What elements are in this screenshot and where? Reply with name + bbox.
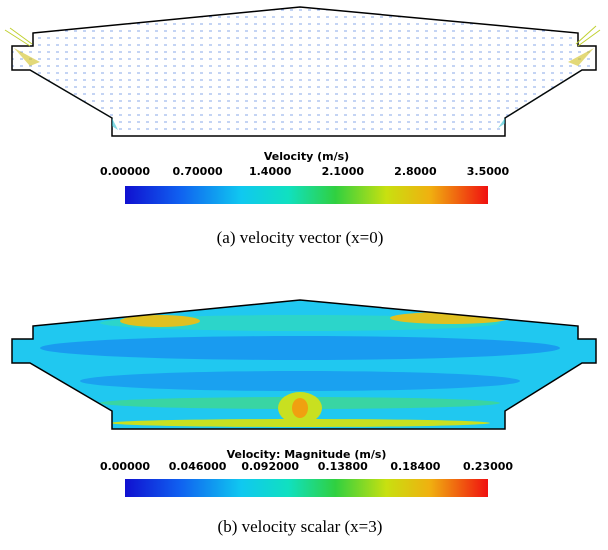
scalar-panel xyxy=(0,293,608,433)
colorbar-tick: 0.046000 xyxy=(169,460,227,473)
colorbar-title: Velocity (m/s) xyxy=(264,150,349,163)
caption: (b) velocity scalar (x=3) xyxy=(218,517,383,536)
colorbar-tick: 0.00000 xyxy=(100,460,150,473)
colorbar-tick: 0.23000 xyxy=(463,460,513,473)
colorbar-tick: 0.70000 xyxy=(173,165,223,178)
domain-outline xyxy=(12,7,596,136)
caption: (a) velocity vector (x=0) xyxy=(217,228,384,247)
colorbar xyxy=(125,479,488,497)
colorbar-tick: 0.092000 xyxy=(241,460,299,473)
vector-panel xyxy=(5,7,600,136)
figure: Velocity (m/s) 0.00000 0.70000 1.4000 2.1000… xyxy=(0,0,608,550)
colorbar-tick: 3.5000 xyxy=(467,165,510,178)
colorbar-tick: 2.1000 xyxy=(322,165,365,178)
colorbar-tick: 0.18400 xyxy=(390,460,440,473)
colorbar-tick: 1.4000 xyxy=(249,165,292,178)
colorbar-tick: 2.8000 xyxy=(394,165,437,178)
colorbar-tick: 0.13800 xyxy=(318,460,368,473)
colorbar xyxy=(125,186,488,204)
colorbar-tick: 0.00000 xyxy=(100,165,150,178)
